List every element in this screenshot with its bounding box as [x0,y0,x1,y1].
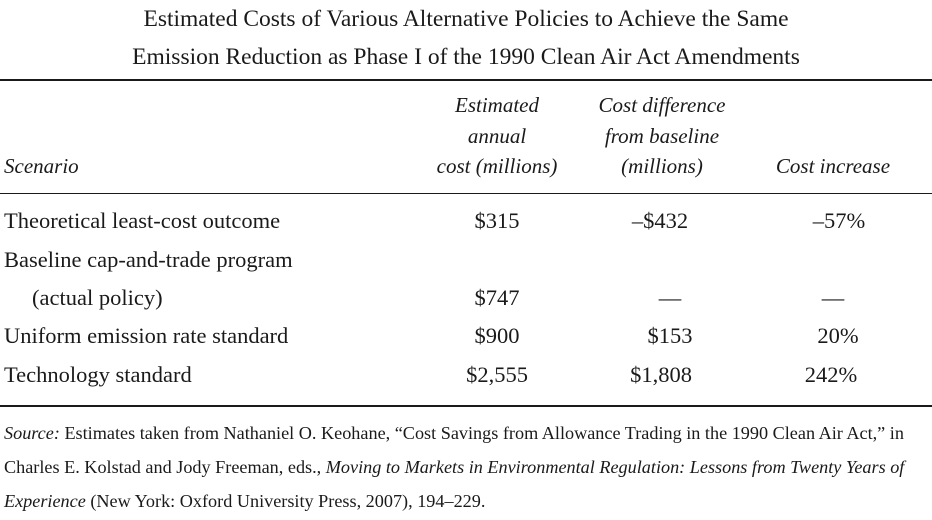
row-1-scenario: Theoretical least-cost outcome [4,208,281,233]
source-text-2: (New York: Oxford University Press, 2007… [85,491,486,511]
source-book-title: Moving to Markets in Environmental Regul… [4,457,905,511]
header-cost-increase: Cost increase [775,154,891,178]
title-line-2: Emission Reduction as Phase I of the 199… [132,44,800,70]
source-label: Source: [4,423,60,443]
header-cost-difference: Cost difference from baseline (millions) [598,93,726,178]
row-2-scenario: Baseline cap-and-trade program [4,247,293,272]
row-4-annual-cost: $2,555 [466,362,528,387]
header-rule [0,193,932,194]
row-2-scenario-cont: (actual policy) [32,285,163,310]
row-1-cost-difference: –$432 [631,208,689,233]
top-rule [0,79,932,81]
header-annual-cost: Estimated annual cost (millions) [436,93,558,178]
row-2-cost-increase: — [821,285,845,310]
row-2-annual-cost: $747 [474,285,520,310]
row-3-cost-difference: $153 [647,323,693,348]
row-3-cost-increase: 20% [817,323,859,348]
row-2-cost-difference: — [658,285,682,310]
title-line-1: Estimated Costs of Various Alternative P… [143,6,789,32]
header-scenario: Scenario [4,154,79,178]
row-4-cost-increase: 242% [804,362,858,387]
source-note: Source: Estimates taken from Nathaniel O… [4,416,928,518]
row-4-scenario: Technology standard [4,362,192,387]
source-text-1: Estimates taken from Nathaniel O. Keohan… [4,423,904,477]
row-4-cost-difference: $1,808 [630,362,692,387]
row-3-scenario: Uniform emission rate standard [4,323,289,348]
row-1-cost-increase: –57% [812,208,866,233]
table-title: Estimated Costs of Various Alternative P… [0,4,932,72]
row-3-annual-cost: $900 [474,323,520,348]
row-1-annual-cost: $315 [474,208,520,233]
bottom-rule [0,405,932,407]
